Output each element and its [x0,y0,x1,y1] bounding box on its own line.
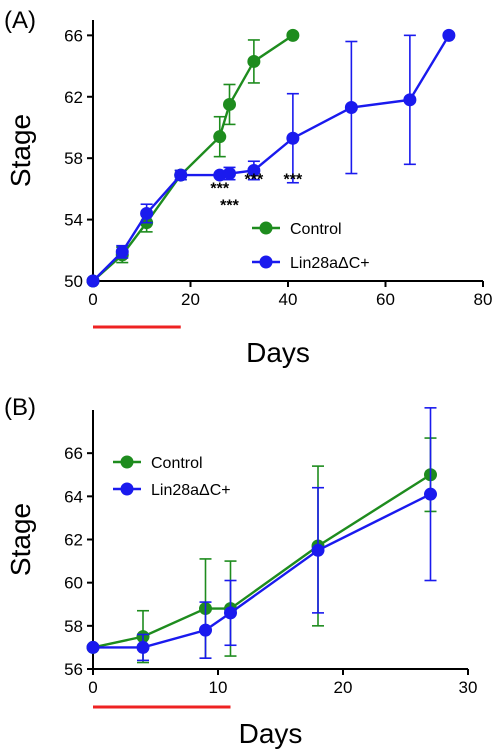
data-point [116,245,129,258]
legend-item: Lin28aΔC+ [252,255,370,272]
data-point [199,624,212,637]
x-tick-label: 0 [88,678,97,697]
data-point [286,29,299,42]
series-lin28a [87,29,456,288]
data-point [87,641,100,654]
data-point [224,606,237,619]
x-tick-label: 20 [181,290,200,309]
data-point [247,55,260,68]
legend-item: Control [252,221,342,238]
data-point [87,275,100,288]
data-point [140,207,153,220]
y-tick-label: 62 [64,88,83,107]
data-point [137,641,150,654]
data-point [403,93,416,106]
legend-label: Lin28aΔC+ [151,482,231,499]
data-point [223,98,236,111]
x-tick-label: 30 [459,678,478,697]
y-tick-label: 56 [64,660,83,679]
y-axis-label: Stage [5,114,36,187]
x-tick-label: 20 [334,678,353,697]
y-tick-label: 58 [64,617,83,636]
significance-marker: *** [220,197,239,214]
legend-item: Lin28aΔC+ [113,482,231,499]
legend-swatch-marker [260,222,273,235]
x-axis-label: Days [246,337,310,368]
legend-item: Control [113,455,203,472]
legend-label: Control [151,455,203,472]
y-tick-label: 62 [64,531,83,550]
x-tick-label: 80 [474,290,493,309]
y-tick-label: 66 [64,444,83,463]
significance-marker: *** [245,171,264,188]
data-point [312,544,325,557]
legend-swatch-marker [121,456,134,469]
panel-label: (A) [4,7,36,34]
data-point [223,167,236,180]
legend-swatch-marker [121,483,134,496]
y-tick-label: 66 [64,26,83,45]
data-point [345,101,358,114]
data-point [442,29,455,42]
series-control [87,438,438,662]
data-point [424,488,437,501]
y-tick-label: 54 [64,211,83,230]
x-tick-label: 40 [279,290,298,309]
significance-marker: *** [284,171,303,188]
data-point [213,130,226,143]
y-axis-label: Stage [5,503,36,576]
x-axis-label: Days [239,718,303,749]
x-tick-label: 0 [88,290,97,309]
legend-label: Control [290,221,342,238]
series-line [93,35,293,281]
legend-label: Lin28aΔC+ [290,255,370,272]
data-point [174,169,187,182]
significance-marker: *** [210,180,229,197]
panel-label: (B) [4,394,36,421]
legend-swatch-marker [260,256,273,269]
series-line [93,35,449,281]
y-tick-label: 64 [64,487,83,506]
data-point [286,132,299,145]
series-lin28a [87,408,438,661]
x-tick-label: 10 [209,678,228,697]
y-tick-label: 58 [64,149,83,168]
y-tick-label: 50 [64,272,83,291]
x-tick-label: 60 [376,290,395,309]
chart-panel-b: (B) 56 58 60 62 64 66 0 10 20 30 Stage Days Control Li… [4,394,477,749]
y-tick-label: 60 [64,574,83,593]
